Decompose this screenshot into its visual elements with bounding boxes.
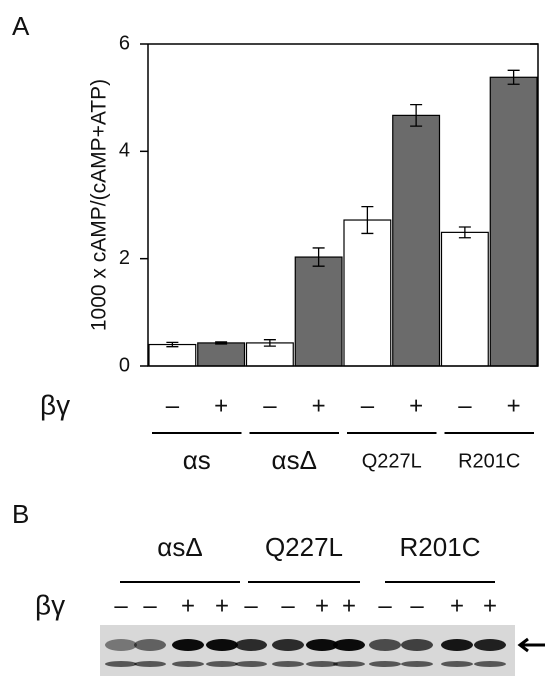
blot-band <box>401 661 433 667</box>
blot-band <box>474 639 506 651</box>
bar <box>149 345 196 366</box>
bar <box>490 77 537 366</box>
blot-band <box>401 639 433 651</box>
lane-sign: + <box>215 592 229 619</box>
lane-sign: + <box>450 592 464 619</box>
page: A B 1000 x cAMP/(cAMP+ATP) βγ βγ 0246–+–… <box>0 0 549 676</box>
group-label: αs <box>183 445 211 475</box>
bar <box>295 257 342 366</box>
group-label: R201C <box>400 532 481 562</box>
lane-sign: + <box>483 592 497 619</box>
lane-sign: – <box>143 592 157 619</box>
y-tick-label: 0 <box>119 354 130 376</box>
x-tick-label: – <box>263 392 277 419</box>
panel-label: A <box>12 11 30 41</box>
blot-band <box>369 661 401 667</box>
figure: A B 1000 x cAMP/(cAMP+ATP) βγ βγ 0246–+–… <box>0 0 549 676</box>
blot-band <box>134 661 166 667</box>
y-tick-label: 2 <box>119 247 130 269</box>
x-tick-label: + <box>409 392 423 419</box>
arrow <box>520 639 545 651</box>
blot-band <box>235 639 267 651</box>
y-tick-label: 4 <box>119 140 130 162</box>
blot-band <box>172 661 204 667</box>
group-label: Q227L <box>362 450 422 472</box>
group-label: αsΔ <box>157 532 202 562</box>
lane-sign: + <box>315 592 329 619</box>
blot-band <box>474 661 506 667</box>
bar <box>442 232 489 366</box>
group-label: αsΔ <box>272 445 317 475</box>
group-label: R201C <box>458 450 520 472</box>
panel-label: B <box>12 499 29 529</box>
blot-band <box>172 639 204 651</box>
y-axis-label: 1000 x cAMP/(cAMP+ATP) <box>88 79 111 331</box>
blot-band <box>105 639 137 651</box>
blot-band <box>206 639 238 651</box>
x-tick-label: – <box>458 392 472 419</box>
bar <box>393 115 440 366</box>
bar <box>198 343 245 366</box>
x-tick-label: + <box>214 392 228 419</box>
lane-sign: – <box>244 592 258 619</box>
blot-band <box>369 639 401 651</box>
bar <box>344 220 391 366</box>
row-label: βγ <box>35 589 65 620</box>
blot-band <box>333 661 365 667</box>
x-tick-label: – <box>166 392 180 419</box>
blot-band <box>272 661 304 667</box>
lane-sign: + <box>342 592 356 619</box>
blot-band <box>206 661 238 667</box>
lane-sign: – <box>378 592 392 619</box>
blot-band <box>134 639 166 651</box>
lane-sign: – <box>281 592 295 619</box>
lane-sign: – <box>114 592 128 619</box>
x-tick-label: + <box>312 392 326 419</box>
blot-band <box>235 661 267 667</box>
x-tick-label: + <box>507 392 521 419</box>
lane-sign: + <box>181 592 195 619</box>
blot-band <box>441 661 473 667</box>
blot-band <box>272 639 304 651</box>
group-label: Q227L <box>265 532 343 562</box>
blot-band <box>441 639 473 651</box>
lane-sign: – <box>410 592 424 619</box>
blot-band <box>105 661 137 667</box>
y-tick-label: 6 <box>119 32 130 54</box>
row-label: βγ <box>40 389 70 420</box>
blot-band <box>333 639 365 651</box>
x-tick-label: – <box>361 392 375 419</box>
